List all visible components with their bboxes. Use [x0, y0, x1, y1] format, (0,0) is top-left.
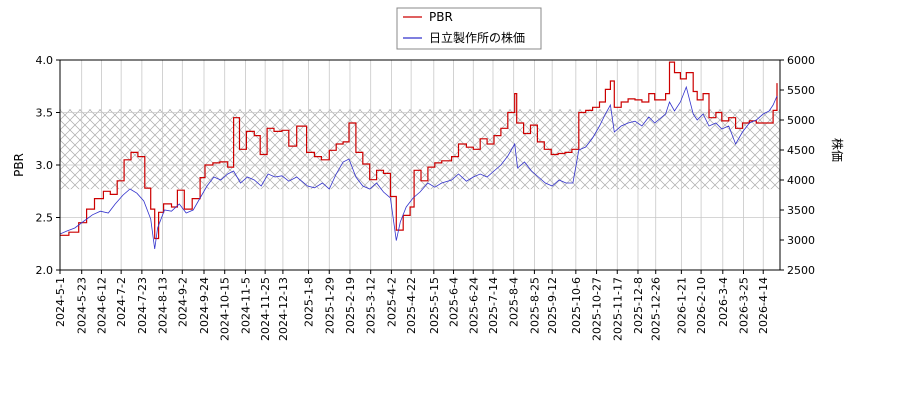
x-tick-label: 2025-11-17 [611, 277, 624, 341]
x-tick-label: 2024-11-25 [259, 277, 272, 341]
x-tick-label: 2024-10-15 [219, 277, 232, 341]
x-tick-label: 2025-3-12 [365, 277, 378, 334]
x-tick-label: 2026-4-14 [757, 277, 770, 334]
x-tick-label: 2025-6-4 [448, 277, 461, 327]
series-layer [60, 61, 778, 250]
x-tick-label: 2024-9-2 [176, 277, 189, 327]
x-tick-label: 2024-12-13 [277, 277, 290, 341]
y-right-tick-label: 3500 [787, 204, 815, 217]
x-tick-label: 2026-2-10 [695, 277, 708, 334]
y-right-tick-label: 4000 [787, 174, 815, 187]
x-tick-label: 2025-7-14 [487, 277, 500, 334]
y-right-tick-label: 5500 [787, 84, 815, 97]
x-tick-label: 2026-3-25 [738, 277, 751, 334]
y-left-tick-label: 3.0 [36, 159, 54, 172]
band-hatch [60, 109, 780, 190]
x-tick-label: 2025-2-19 [344, 277, 357, 334]
x-tick-label: 2024-5-1 [54, 277, 67, 327]
x-tick-label: 2026-1-21 [675, 277, 688, 334]
x-tick-label: 2024-11-5 [239, 277, 252, 334]
band-layer [60, 109, 780, 190]
x-tick-label: 2025-10-27 [591, 277, 604, 341]
x-tick-label: 2025-5-15 [428, 277, 441, 334]
y-axis-right-label: 株価 [830, 138, 845, 162]
y-axis-left-label: PBR [12, 153, 26, 177]
legend: PBR 日立製作所の株価 [396, 7, 542, 50]
x-tick-label: 2025-1-29 [323, 277, 336, 334]
axis-layer: 2024-5-1 2024-5-23 2024-6-12 2024-7-2 2024-7… [36, 54, 816, 341]
x-tick-label: 2025-4-2 [385, 277, 398, 327]
series-line-price [60, 85, 778, 250]
legend-label-pbr: PBR [429, 10, 453, 24]
y-left-tick-label: 2.5 [36, 212, 54, 225]
y-left-tick-label: 4.0 [36, 54, 54, 67]
x-tick-label: 2024-5-23 [76, 277, 89, 334]
x-tick-label: 2024-8-13 [157, 277, 170, 334]
y-right-tick-label: 3000 [787, 234, 815, 247]
x-tick-label: 2025-1-8 [303, 277, 316, 327]
x-tick-label: 2025-6-24 [467, 277, 480, 334]
x-tick-label: 2024-6-12 [95, 277, 108, 334]
x-tick-label: 2025-12-26 [650, 277, 663, 341]
y-right-tick-label: 2500 [787, 264, 815, 277]
x-tick-label: 2025-9-12 [546, 277, 559, 334]
y-right-tick-label: 6000 [787, 54, 815, 67]
x-tick-label: 2025-12-8 [632, 277, 645, 334]
legend-box [396, 7, 542, 50]
x-tick-label: 2025-4-22 [405, 277, 418, 334]
x-tick-label: 2024-7-2 [115, 277, 128, 327]
x-tick-label: 2025-8-25 [528, 277, 541, 334]
y-left-tick-label: 2.0 [36, 264, 54, 277]
x-tick-label: 2025-8-4 [508, 277, 521, 327]
legend-label-price: 日立製作所の株価 [429, 30, 525, 45]
series-line-pbr [60, 61, 778, 240]
x-tick-label: 2024-7-23 [136, 277, 149, 334]
y-right-tick-label: 4500 [787, 144, 815, 157]
y-left-tick-label: 3.5 [36, 107, 54, 120]
x-tick-label: 2024-9-24 [198, 277, 211, 334]
x-tick-label: 2026-3-4 [717, 277, 730, 327]
y-right-tick-label: 5000 [787, 114, 815, 127]
x-tick-label: 2025-10-6 [570, 277, 583, 334]
